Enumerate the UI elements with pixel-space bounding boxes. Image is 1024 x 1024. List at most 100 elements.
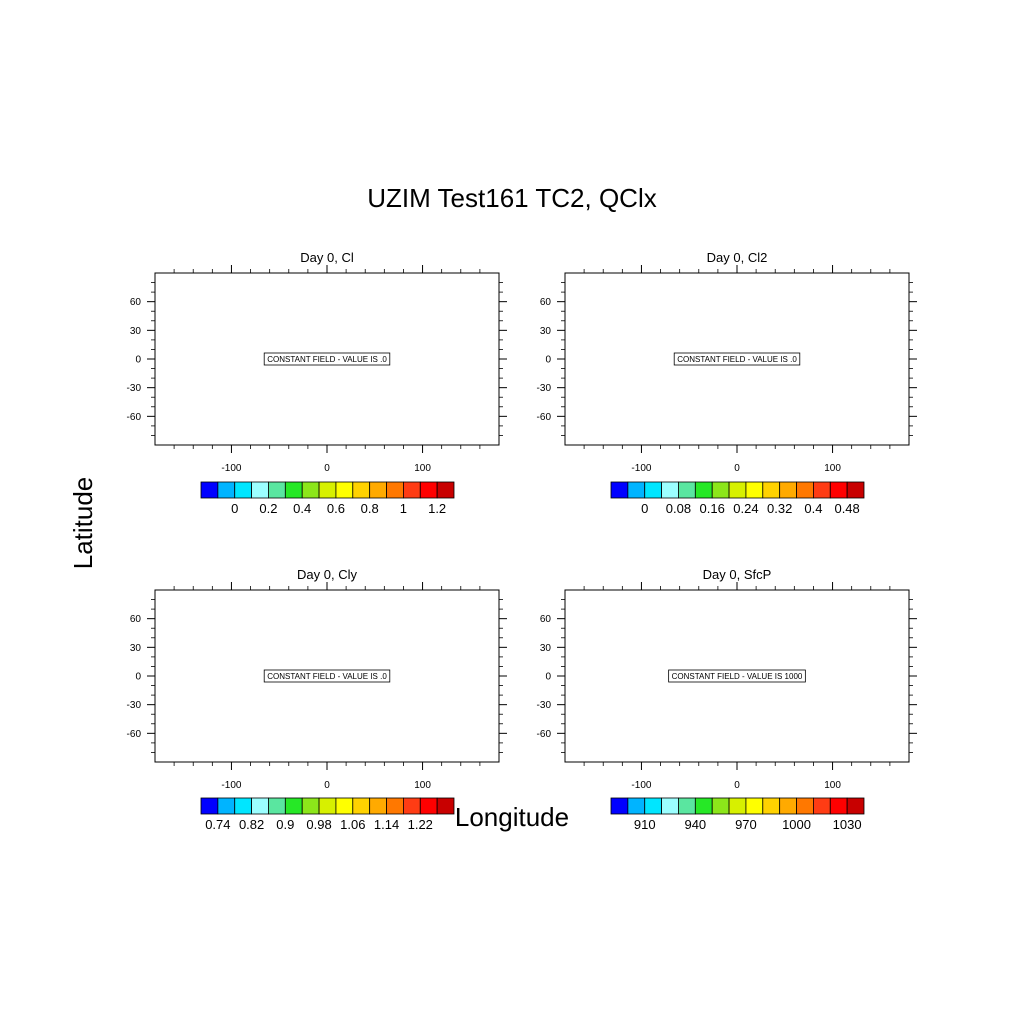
colorbar-box [436,481,455,499]
colorbar-box [217,797,236,815]
colorbar-label: 1000 [782,817,811,832]
colorbar-box [813,481,831,499]
colorbar-box [352,797,371,815]
colorbar-box [846,797,865,815]
colorbar-box [661,797,679,815]
y-tick-label: -30 [127,383,142,394]
x-tick-label: -100 [221,780,241,791]
x-tick-label: 0 [324,463,330,474]
colorbar-box [796,481,814,499]
y-tick-label: 0 [545,355,551,366]
colorbar-label: 0 [231,501,238,516]
colorbar-label: 0 [641,501,648,516]
colorbar-label: 0.2 [259,501,277,516]
x-axis-label: Longitude [455,802,569,832]
y-tick-label: 0 [135,672,141,683]
colorbar-box [627,797,646,815]
x-tick-label: 100 [824,780,841,791]
x-tick-label: -100 [221,463,241,474]
x-tick-label: -100 [631,463,651,474]
colorbar-box [846,481,865,499]
colorbar-box [419,481,438,499]
y-tick-label: -60 [127,412,142,423]
panel-title: Day 0, Cly [297,567,357,582]
colorbar-box [217,481,236,499]
colorbar-box [779,481,797,499]
colorbar-box [301,481,320,499]
colorbar-box [728,797,747,815]
y-tick-label: 30 [130,326,142,337]
chart-panel: Day 0, Cl2 -100 0 100 60 30 0 -30 -60 CONSTANT FI… [537,250,917,516]
constant-field-annotation: CONSTANT FIELD - VALUE IS 1000 [672,672,803,681]
colorbar-label: 0.74 [205,817,230,832]
colorbar-label: 1030 [833,817,862,832]
colorbar-box [419,797,438,815]
constant-field-annotation: CONSTANT FIELD - VALUE IS .0 [267,672,387,681]
colorbar-box [610,797,629,815]
annotation-box [263,669,391,683]
x-tick-label: 100 [824,463,841,474]
x-tick-label: 0 [734,780,740,791]
colorbar-box [284,797,303,815]
colorbar-box [200,797,219,815]
colorbar-box [694,797,713,815]
colorbar-box [694,481,713,499]
colorbar-box [318,797,337,815]
chart-panel: Day 0, Cl -100 0 100 60 30 0 -30 -60 CONSTANT FIE… [127,250,507,516]
colorbar-label: 0.8 [361,501,379,516]
colorbar-box [284,481,303,499]
constant-field-annotation: CONSTANT FIELD - VALUE IS .0 [677,355,797,364]
colorbar-label: 1.22 [408,817,433,832]
colorbar-box [678,481,696,499]
colorbar-box [813,797,831,815]
colorbar-box [352,481,371,499]
colorbar-box [745,481,764,499]
y-tick-label: 0 [545,672,551,683]
x-tick-label: -100 [631,780,651,791]
panel-title: Day 0, Cl2 [707,250,768,265]
panel-title: Day 0, Cl [300,250,354,265]
colorbar-box [762,797,781,815]
colorbar-box [779,797,797,815]
colorbar-box [386,797,404,815]
colorbar-box [402,481,421,499]
colorbar-box [829,481,848,499]
colorbar-box [402,797,421,815]
colorbar-label: 0.08 [666,501,691,516]
x-tick-label: 0 [324,780,330,791]
annotation-box [668,669,806,683]
panel-title: Day 0, SfcP [703,567,772,582]
colorbar-box [829,797,848,815]
colorbar-box [762,481,781,499]
colorbar-box [200,481,219,499]
chart-panel: Day 0, Cly -100 0 100 60 30 0 -30 -60 CONSTANT FI… [127,567,507,832]
colorbar-label: 1.14 [374,817,399,832]
colorbar-box [318,481,337,499]
colorbar-box [301,797,320,815]
colorbar-label: 0.9 [276,817,294,832]
x-tick-label: 0 [734,463,740,474]
colorbar-box [678,797,696,815]
colorbar-label: 0.4 [804,501,822,516]
colorbar-label: 1.2 [428,501,446,516]
y-tick-label: 30 [540,643,552,654]
figure-title: UZIM Test161 TC2, QClx [367,183,656,213]
colorbar-box [796,797,814,815]
x-tick-label: 100 [414,463,431,474]
colorbar-box [711,481,730,499]
y-axis-label: Latitude [68,477,98,570]
colorbar-box [610,481,629,499]
y-tick-label: 0 [135,355,141,366]
colorbar-box [234,481,253,499]
colorbar-label: 1 [400,501,407,516]
colorbar-label: 0.98 [306,817,331,832]
colorbar-box [335,481,354,499]
colorbar-box [369,481,387,499]
y-tick-label: -60 [537,412,552,423]
colorbar-box [386,481,404,499]
colorbar-label: 0.32 [767,501,792,516]
colorbar-box [627,481,646,499]
colorbar-label: 0.16 [700,501,725,516]
colorbar-label: 1.06 [340,817,365,832]
